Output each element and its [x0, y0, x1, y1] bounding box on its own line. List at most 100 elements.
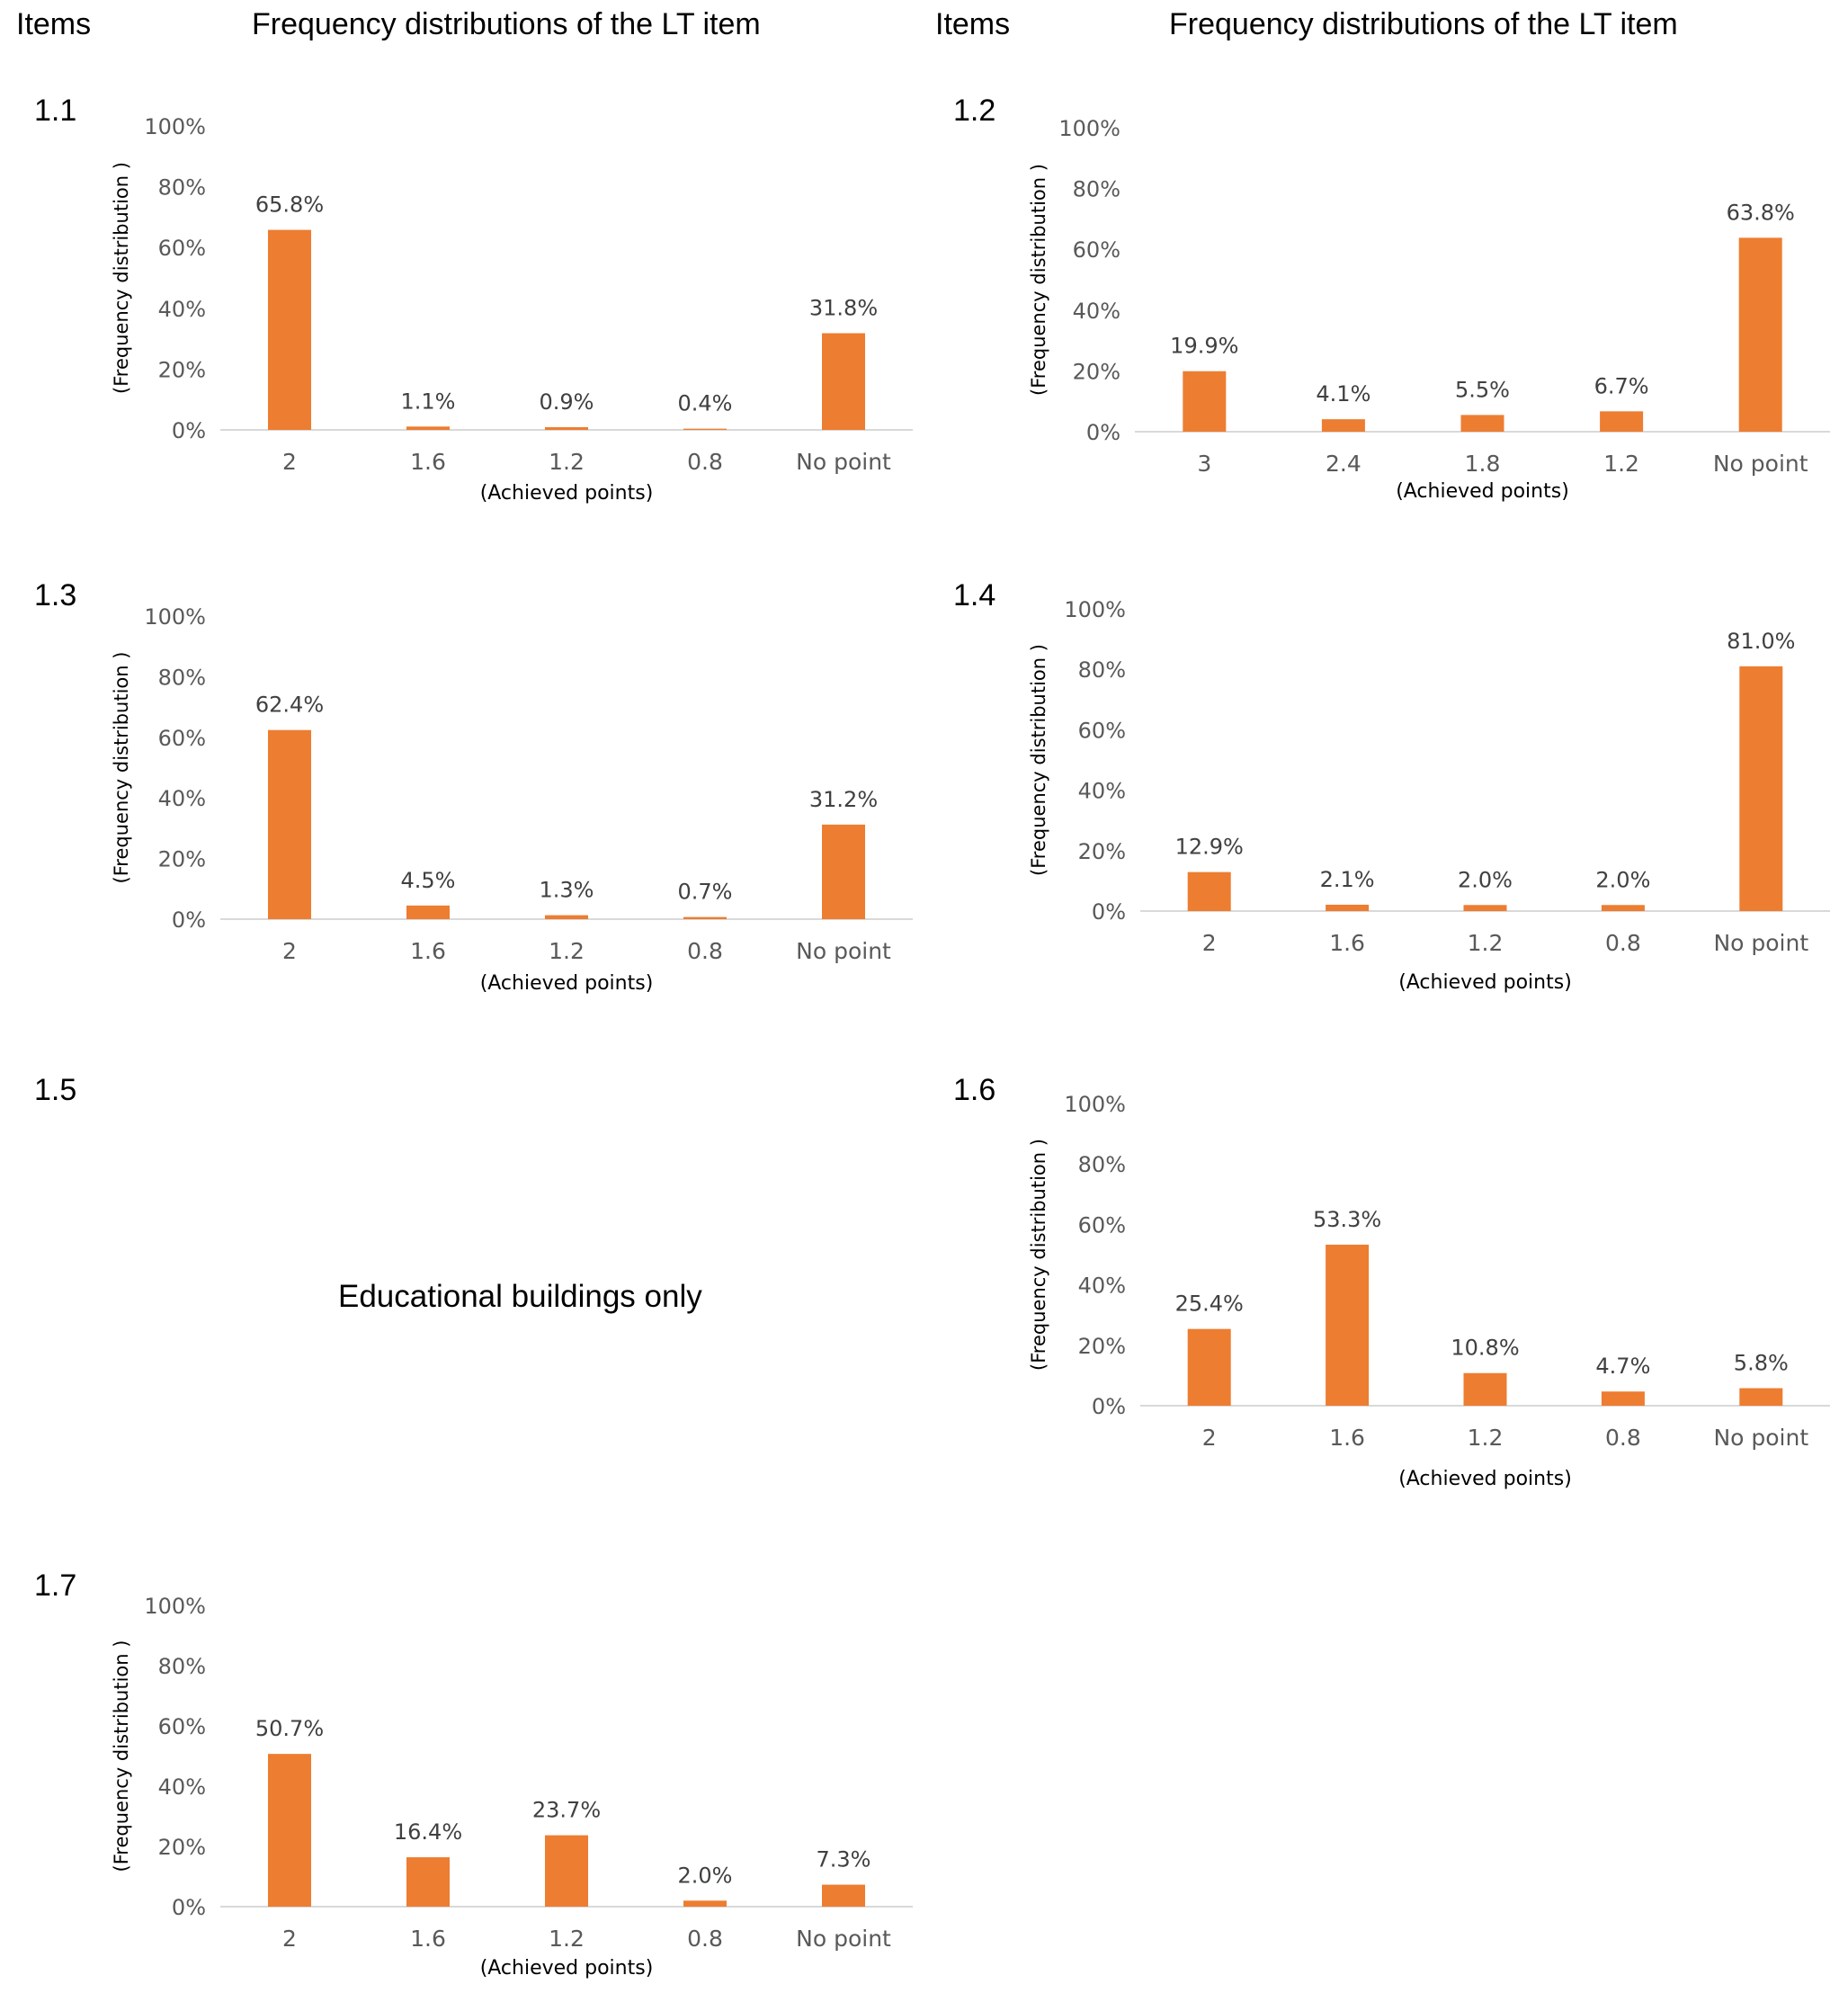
x-tick-label: 1.2 — [1468, 1425, 1504, 1451]
right-items-header: Items — [935, 7, 1011, 41]
left-title-header: Frequency distributions of the LT item — [252, 7, 761, 41]
y-tick-label: 60% — [1078, 1212, 1126, 1238]
bar-1-3-5 — [822, 824, 865, 919]
x-tick-label: No point — [796, 449, 891, 475]
y-axis-label: (Frequency distribution ) — [111, 162, 132, 394]
chart-item-1-7: 0% 20% 40% 60% 80% 100% 50.7% 2 16.4% 1.6 23.7% 1.2… — [111, 1594, 913, 1980]
y-tick-label: 80% — [1078, 1152, 1126, 1177]
bar-1-2-4 — [1600, 411, 1644, 432]
x-tick-label: 1.2 — [549, 938, 585, 964]
bar-1-6-3 — [1463, 1372, 1507, 1406]
data-label: 2.0% — [1458, 867, 1513, 892]
y-tick-label: 100% — [144, 114, 206, 139]
bar-1-2-2 — [1321, 419, 1365, 432]
x-tick-label: No point — [1713, 1425, 1808, 1451]
bar-1-6-2 — [1326, 1244, 1370, 1406]
bar-1-6-4 — [1601, 1391, 1645, 1406]
x-tick-label: 1.2 — [1603, 451, 1639, 477]
x-tick-label: 1.8 — [1465, 451, 1501, 477]
y-tick-label: 80% — [158, 1654, 206, 1679]
bar-1-2-1 — [1183, 371, 1227, 432]
data-label: 0.9% — [540, 389, 594, 415]
y-axis-label: (Frequency distribution ) — [1028, 164, 1049, 396]
y-tick-label: 20% — [1073, 359, 1120, 384]
bar-1-7-5 — [822, 1884, 865, 1907]
bar-1-7-2 — [406, 1857, 450, 1907]
data-label: 0.7% — [678, 880, 733, 905]
data-label: 6.7% — [1594, 373, 1649, 398]
x-tick-label: 3 — [1197, 451, 1211, 477]
y-tick-label: 40% — [158, 297, 206, 322]
bar-1-1-1 — [268, 229, 311, 430]
right-title-header: Frequency distributions of the LT item — [1169, 7, 1678, 41]
x-axis-label: (Achieved points) — [480, 1957, 654, 1980]
y-tick-label: 20% — [158, 1835, 206, 1860]
y-tick-label: 20% — [158, 357, 206, 382]
bar-1-2-3 — [1460, 415, 1504, 432]
y-tick-label: 0% — [1092, 899, 1126, 925]
data-label: 2.0% — [1595, 867, 1650, 892]
y-tick-label: 60% — [1078, 718, 1126, 743]
y-tick-label: 80% — [158, 175, 206, 201]
x-tick-label: 1.2 — [549, 1926, 585, 1952]
x-tick-label: 1.6 — [410, 1926, 446, 1952]
bar-1-7-3 — [545, 1835, 588, 1907]
chart-item-1-4: 0% 20% 40% 60% 80% 100% 12.9% 2 2.1% 1.6 2.0% 1.2 2.… — [1028, 597, 1830, 994]
item-number-1-2: 1.2 — [953, 94, 996, 128]
data-label: 65.8% — [255, 192, 324, 218]
bar-1-1-3 — [545, 426, 588, 430]
bar-1-7-1 — [268, 1754, 311, 1907]
x-tick-label: No point — [796, 938, 891, 964]
data-label: 5.5% — [1455, 377, 1510, 402]
bar-1-3-2 — [406, 905, 450, 919]
x-tick-label: No point — [1713, 930, 1808, 956]
y-tick-label: 40% — [1073, 299, 1120, 324]
y-tick-label: 80% — [158, 665, 206, 690]
data-label: 1.1% — [401, 389, 456, 414]
y-tick-label: 60% — [1073, 237, 1120, 263]
x-axis-label: (Achieved points) — [1398, 971, 1572, 994]
bar-1-1-5 — [822, 333, 865, 430]
x-tick-label: 2 — [282, 449, 297, 475]
bar-1-2-5 — [1738, 237, 1782, 432]
y-tick-label: 0% — [172, 1895, 206, 1920]
item-number-1-4: 1.4 — [953, 578, 996, 612]
y-tick-label: 40% — [1078, 779, 1126, 804]
data-label: 63.8% — [1727, 200, 1795, 225]
chart-item-1-1: 0% 20% 40% 60% 80% 100% 65.8% 2 1.1% 1.6 0.9% 1.2 0.… — [111, 114, 913, 505]
data-label: 25.4% — [1175, 1291, 1244, 1317]
y-tick-label: 0% — [172, 418, 206, 443]
x-tick-label: 2.4 — [1326, 451, 1361, 477]
bar-1-4-1 — [1187, 871, 1231, 911]
bar-1-7-4 — [683, 1900, 727, 1907]
data-label: 2.1% — [1320, 867, 1375, 892]
data-label: 31.2% — [809, 787, 878, 812]
bar-1-4-4 — [1601, 905, 1645, 911]
x-tick-label: 1.6 — [1329, 1425, 1365, 1451]
y-tick-label: 20% — [1078, 1334, 1126, 1359]
data-label: 0.4% — [678, 391, 733, 416]
x-tick-label: No point — [1713, 451, 1808, 477]
data-label: 4.1% — [1316, 381, 1370, 407]
x-tick-label: 0.8 — [687, 1926, 723, 1952]
item-number-1-7: 1.7 — [34, 1569, 77, 1603]
data-label: 53.3% — [1313, 1207, 1381, 1232]
y-tick-label: 100% — [1058, 116, 1120, 141]
data-label: 2.0% — [678, 1863, 733, 1888]
y-axis-label: (Frequency distribution ) — [111, 1640, 132, 1872]
data-label: 81.0% — [1727, 629, 1795, 654]
y-tick-label: 0% — [172, 907, 206, 933]
y-axis-label: (Frequency distribution ) — [1028, 644, 1049, 876]
item-number-1-6: 1.6 — [953, 1073, 996, 1107]
bar-1-1-2 — [406, 426, 450, 430]
x-tick-label: 0.8 — [1605, 1425, 1641, 1451]
x-tick-label: 1.2 — [549, 449, 585, 475]
y-tick-label: 80% — [1078, 657, 1126, 683]
x-axis-label: (Achieved points) — [1396, 480, 1569, 503]
y-tick-label: 20% — [1078, 839, 1126, 864]
x-tick-label: 1.6 — [1329, 930, 1365, 956]
data-label: 7.3% — [817, 1847, 871, 1872]
item-number-1-1: 1.1 — [34, 94, 77, 128]
x-tick-label: 1.6 — [410, 938, 446, 964]
x-tick-label: 1.2 — [1468, 930, 1504, 956]
